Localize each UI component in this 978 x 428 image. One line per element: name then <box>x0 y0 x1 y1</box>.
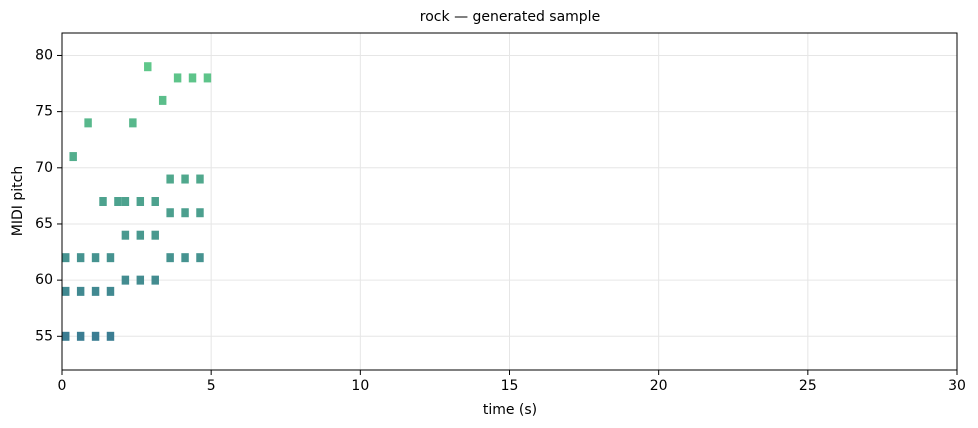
grid <box>61 33 958 370</box>
y-tick-label: 80 <box>35 47 53 63</box>
note <box>91 253 100 263</box>
note <box>121 275 130 285</box>
note <box>166 174 174 184</box>
note <box>136 275 145 285</box>
x-axis-label: time (s) <box>483 402 537 418</box>
note <box>106 253 115 263</box>
note <box>203 73 212 83</box>
note <box>91 286 100 296</box>
note <box>76 286 85 296</box>
y-tick-label: 75 <box>35 104 53 120</box>
note <box>181 174 189 184</box>
note <box>173 73 182 83</box>
note <box>181 208 189 218</box>
note <box>114 197 122 206</box>
note <box>144 62 152 72</box>
y-tick-label: 70 <box>35 160 53 176</box>
note <box>181 253 189 263</box>
note <box>106 331 115 341</box>
note <box>136 197 145 206</box>
note <box>84 118 92 128</box>
y-axis-label: MIDI pitch <box>10 166 26 236</box>
y-tick-label: 65 <box>35 216 53 232</box>
note <box>166 253 174 263</box>
note <box>129 118 137 128</box>
note <box>69 152 77 162</box>
note <box>196 174 204 184</box>
note <box>158 95 167 105</box>
note <box>76 331 85 341</box>
note <box>151 230 159 240</box>
x-tick-label: 15 <box>501 378 519 394</box>
note <box>99 197 107 206</box>
note <box>196 253 204 263</box>
note <box>166 208 174 218</box>
x-tick-label: 30 <box>948 378 966 394</box>
note <box>188 73 197 83</box>
note <box>136 230 145 240</box>
note <box>62 253 70 263</box>
note <box>62 331 70 341</box>
y-tick-label: 55 <box>35 328 53 344</box>
note <box>62 286 70 296</box>
x-tick-label: 25 <box>799 378 817 394</box>
y-tick-label: 60 <box>35 272 53 288</box>
note <box>91 331 100 341</box>
note <box>121 197 130 206</box>
x-tick-label: 20 <box>650 378 668 394</box>
note <box>121 230 130 240</box>
note <box>76 253 85 263</box>
chart-title: rock — generated sample <box>420 9 600 25</box>
x-tick-label: 5 <box>207 378 216 394</box>
note <box>106 286 115 296</box>
note <box>196 208 204 218</box>
notes <box>62 62 212 341</box>
note <box>151 197 159 206</box>
x-tick-label: 10 <box>351 378 369 394</box>
x-tick-label: 0 <box>58 378 67 394</box>
note <box>151 275 159 285</box>
